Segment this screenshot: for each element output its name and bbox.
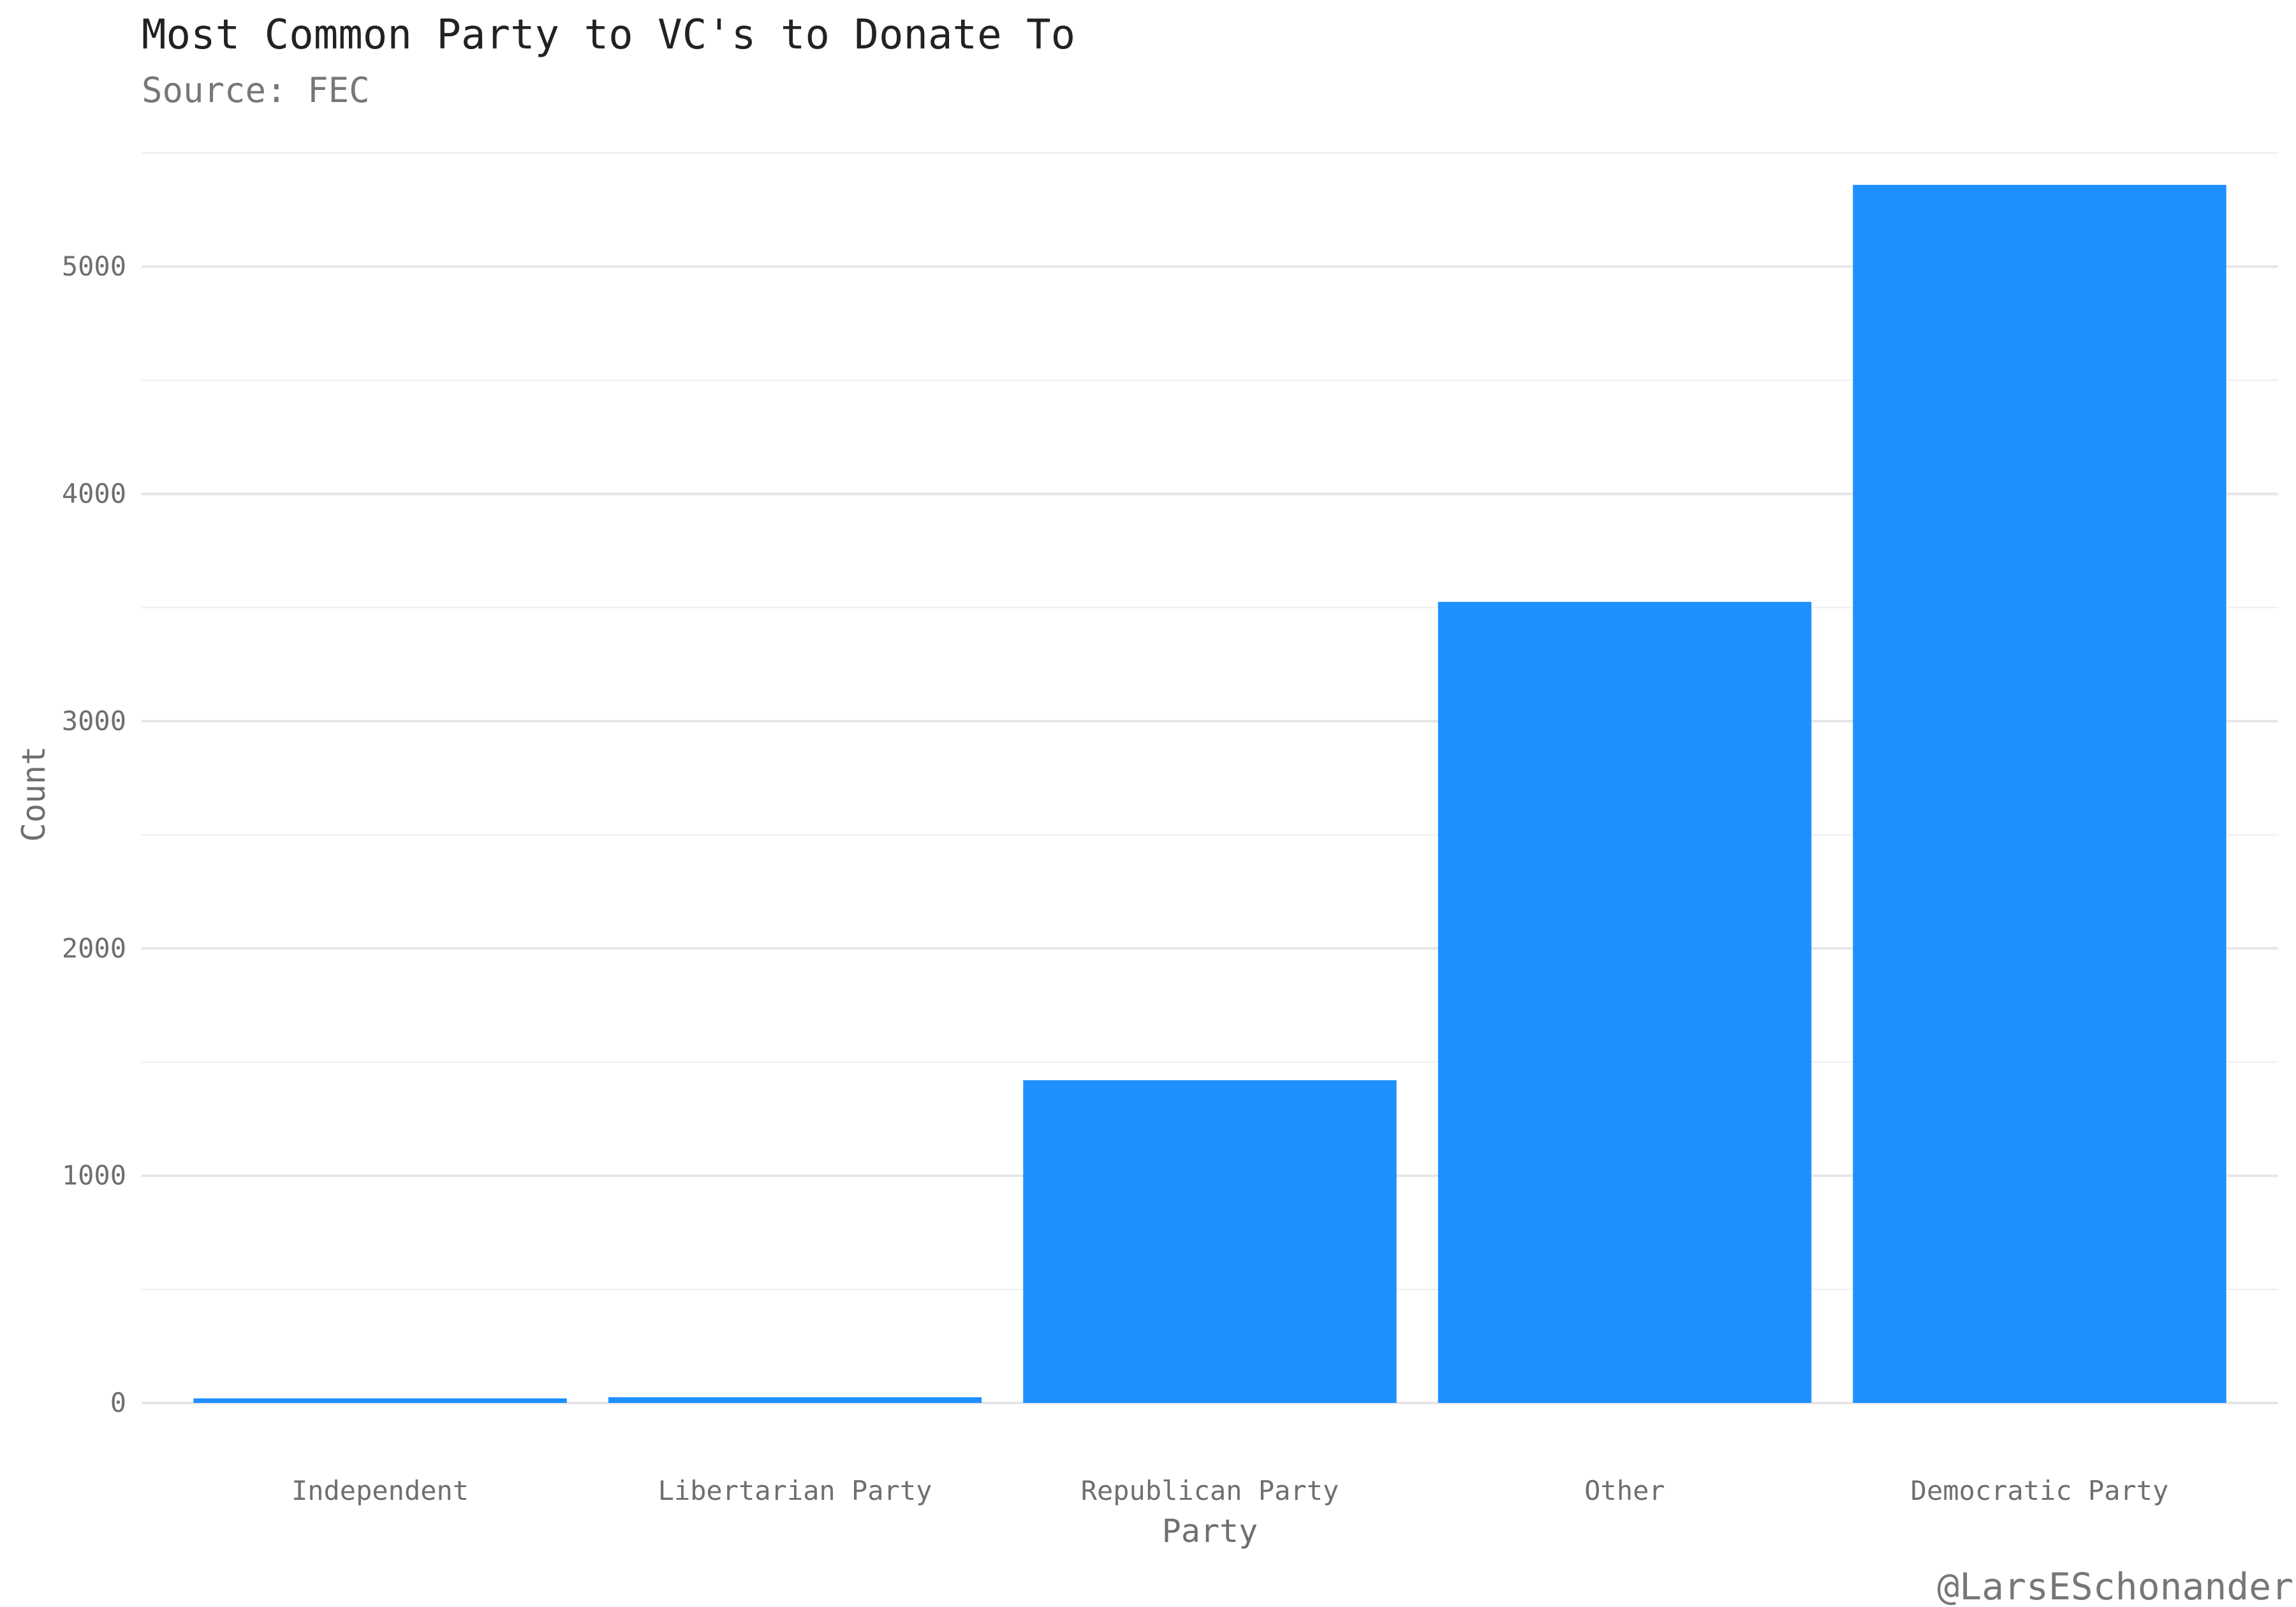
x-axis-ticks: Independent Libertarian Party Republican P…: [291, 1475, 2168, 1506]
chart-caption: @LarsESchonander: [1937, 1565, 2293, 1607]
y-tick-label: 4000: [62, 478, 126, 510]
x-tick-label: Republican Party: [1081, 1475, 1339, 1506]
bars: [193, 184, 2226, 1404]
chart-subtitle: Source: FEC: [142, 70, 370, 110]
x-tick-label: Other: [1584, 1475, 1665, 1506]
x-tick-label: Independent: [291, 1475, 469, 1506]
y-axis-title: Count: [15, 746, 52, 842]
bar: [1023, 1080, 1397, 1403]
y-tick-label: 2000: [62, 932, 126, 964]
y-tick-label: 1000: [62, 1160, 126, 1191]
bar: [193, 1398, 567, 1403]
x-tick-label: Libertarian Party: [658, 1475, 932, 1506]
y-axis-ticks: 0 1000 2000 3000 4000 5000: [62, 251, 126, 1418]
bar: [1438, 601, 1812, 1404]
bar: [1853, 184, 2226, 1404]
y-tick-label: 3000: [62, 705, 126, 737]
x-tick-label: Democratic Party: [1911, 1475, 2169, 1506]
x-axis-title: Party: [1162, 1513, 1258, 1550]
chart-title: Most Common Party to VC's to Donate To: [142, 11, 1075, 59]
bar: [608, 1397, 982, 1403]
y-tick-label: 0: [110, 1387, 126, 1418]
y-tick-label: 5000: [62, 251, 126, 282]
